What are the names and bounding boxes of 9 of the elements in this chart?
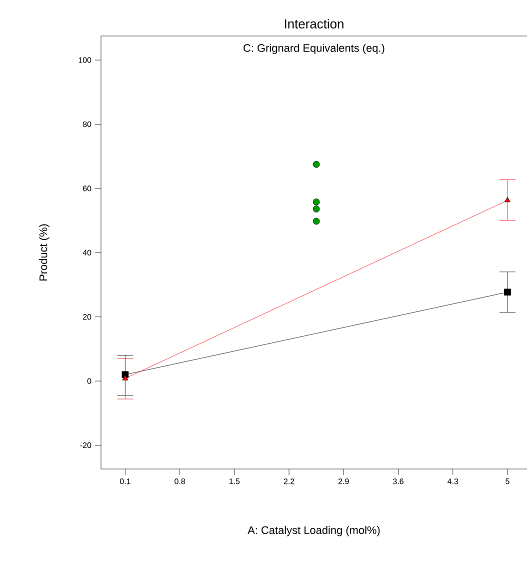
- point: [504, 288, 511, 296]
- text: C: Grignard Equivalents (eq.): [244, 44, 384, 54]
- y-axis-title: Product (%): [39, 224, 50, 281]
- point: [312, 160, 320, 168]
- point: [312, 198, 320, 206]
- point: [312, 206, 320, 212]
- point: [312, 218, 320, 225]
- x-axis-title: A: Catalyst Loading (mol%): [248, 526, 380, 536]
- chart-title: Interaction: [284, 18, 344, 28]
